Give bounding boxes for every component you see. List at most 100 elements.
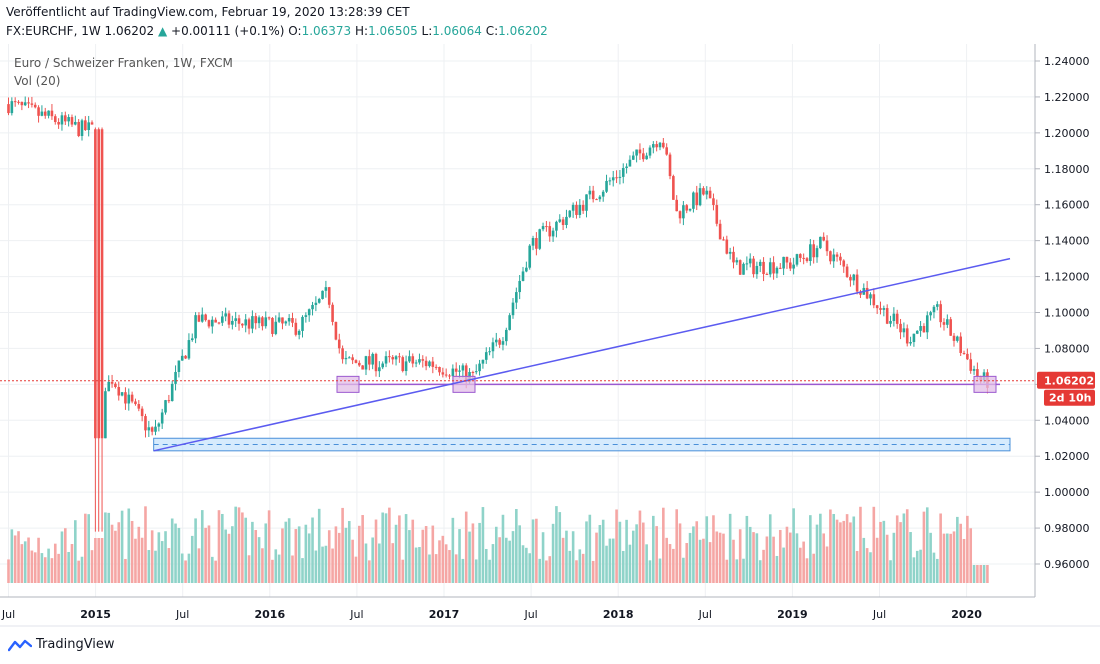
candle-body bbox=[471, 372, 475, 374]
volume-bar bbox=[705, 516, 709, 583]
volume-bar bbox=[585, 521, 588, 583]
volume-bar bbox=[976, 565, 979, 583]
volume-bar bbox=[104, 512, 107, 583]
candle-body bbox=[855, 274, 859, 292]
candle-body bbox=[688, 208, 692, 211]
tradingview-icon bbox=[8, 639, 32, 651]
candle-body bbox=[464, 365, 468, 383]
candle-body bbox=[434, 366, 438, 368]
volume-bar bbox=[354, 556, 358, 583]
last-price-label: 1.06202 bbox=[1044, 375, 1094, 388]
candle-body bbox=[424, 360, 428, 367]
volume-bar bbox=[842, 520, 846, 583]
open-value: 1.06373 bbox=[301, 24, 352, 38]
volume-bar bbox=[912, 557, 916, 583]
volume-bar bbox=[418, 546, 421, 583]
volume-bar bbox=[605, 545, 608, 583]
volume-bar bbox=[478, 522, 481, 583]
volume-bar bbox=[742, 558, 745, 583]
candle-body bbox=[264, 317, 268, 327]
candle-body bbox=[30, 103, 34, 105]
volume-bar bbox=[672, 548, 675, 583]
volume-bar bbox=[194, 518, 197, 583]
volume-bar bbox=[130, 520, 134, 583]
volume-bar bbox=[150, 530, 154, 583]
candle-body bbox=[364, 356, 368, 370]
candle-body bbox=[478, 363, 481, 372]
volume-bar bbox=[170, 518, 174, 583]
candle-body bbox=[170, 383, 174, 402]
x-tick-label: 2018 bbox=[603, 608, 634, 621]
y-tick-label: 1.22000 bbox=[1044, 91, 1090, 104]
volume-bar bbox=[207, 525, 211, 583]
low-value: 1.06064 bbox=[432, 24, 482, 38]
candle-body bbox=[317, 298, 321, 303]
candle-body bbox=[94, 129, 97, 439]
candle-body bbox=[281, 317, 284, 324]
volume-bar bbox=[865, 548, 869, 583]
candle-body bbox=[294, 322, 298, 335]
volume-bar bbox=[819, 513, 822, 583]
volume-bar bbox=[939, 513, 942, 583]
candle-body bbox=[84, 120, 87, 131]
candle-body bbox=[271, 317, 274, 334]
candle-body bbox=[555, 221, 558, 231]
candle-body bbox=[20, 101, 24, 106]
volume-bar bbox=[501, 514, 505, 583]
tradingview-logo[interactable]: TradingView bbox=[8, 637, 115, 652]
candle-body bbox=[110, 381, 114, 384]
volume-bar bbox=[565, 530, 568, 583]
volume-bar bbox=[515, 509, 518, 583]
volume-bar bbox=[535, 518, 538, 583]
volume-bar bbox=[214, 560, 217, 583]
volume-bar bbox=[521, 545, 525, 583]
volume-bar bbox=[788, 532, 792, 583]
candle-body bbox=[174, 371, 177, 384]
x-tick-label: 2019 bbox=[777, 608, 808, 621]
candle-body bbox=[341, 348, 344, 360]
volume-bar bbox=[441, 535, 445, 583]
volume-bar bbox=[845, 514, 849, 583]
candle-body bbox=[90, 122, 94, 125]
volume-bar bbox=[431, 525, 435, 583]
candle-body bbox=[959, 336, 962, 353]
volume-bar bbox=[74, 520, 77, 583]
candle-body bbox=[187, 340, 191, 359]
candle-body bbox=[224, 313, 227, 317]
candle-body bbox=[952, 335, 956, 341]
candle-body bbox=[782, 256, 785, 269]
x-tick-label: Jul bbox=[349, 608, 363, 621]
candle-body bbox=[521, 271, 525, 281]
candle-body bbox=[207, 320, 211, 327]
candle-body bbox=[809, 244, 812, 261]
y-tick-label: 0.98000 bbox=[1044, 522, 1090, 535]
volume-bar bbox=[33, 552, 37, 583]
volume-bar bbox=[114, 530, 117, 583]
volume-bar bbox=[388, 507, 391, 583]
candle-body bbox=[411, 356, 415, 364]
volume-bar bbox=[862, 537, 866, 583]
candle-body bbox=[140, 408, 144, 417]
volume-bar bbox=[685, 543, 689, 583]
volume-bar bbox=[641, 522, 645, 583]
candle-body bbox=[875, 305, 879, 309]
volume-bar bbox=[708, 542, 712, 583]
volume-bar bbox=[508, 540, 511, 583]
candles bbox=[7, 96, 989, 532]
candle-body bbox=[501, 341, 505, 345]
candle-body bbox=[845, 266, 849, 278]
candle-body bbox=[685, 205, 689, 211]
volume-bar bbox=[812, 553, 815, 583]
candle-body bbox=[40, 111, 44, 116]
volume-bar bbox=[451, 517, 455, 583]
volume-bar bbox=[528, 553, 531, 583]
volume-bar bbox=[378, 543, 381, 583]
candle-body bbox=[227, 313, 231, 325]
volume-bar bbox=[541, 532, 545, 583]
volume-bar bbox=[658, 558, 662, 583]
candle-body bbox=[358, 362, 361, 366]
candle-body bbox=[388, 356, 391, 358]
candle-body bbox=[194, 315, 197, 339]
volume-bar bbox=[859, 506, 862, 583]
